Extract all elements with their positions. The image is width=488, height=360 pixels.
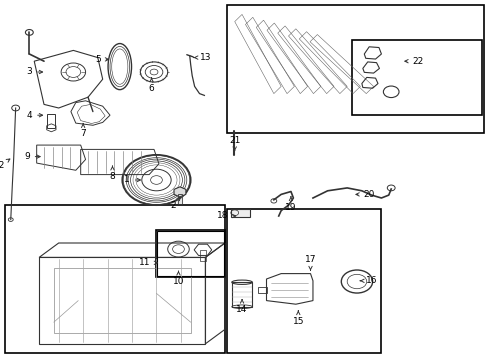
Bar [200, 250, 206, 261]
Text: 20: 20 [355, 190, 374, 199]
Text: 10: 10 [172, 271, 184, 286]
Text: 19: 19 [285, 197, 296, 211]
Bar [351, 40, 481, 115]
Bar [5, 205, 224, 353]
Text: 8: 8 [109, 166, 115, 181]
Bar [156, 230, 224, 277]
Bar [177, 194, 182, 204]
Text: 4: 4 [26, 111, 42, 120]
Bar [47, 114, 55, 128]
Text: 17: 17 [304, 256, 316, 270]
Text: 1: 1 [124, 175, 140, 184]
Text: 3: 3 [26, 68, 42, 77]
Bar [227, 5, 483, 133]
Text: 6: 6 [148, 78, 154, 93]
Bar [230, 209, 250, 217]
Text: 21: 21 [228, 136, 240, 150]
Text: 11: 11 [138, 258, 157, 267]
Bar [54, 268, 190, 333]
Polygon shape [174, 187, 185, 197]
Text: 13: 13 [194, 53, 211, 62]
Bar [227, 209, 381, 353]
Text: 9: 9 [24, 152, 40, 161]
Text: 16: 16 [360, 276, 377, 285]
Bar [157, 231, 224, 276]
Text: 7: 7 [80, 124, 86, 138]
Bar [257, 287, 267, 293]
Text: 5: 5 [95, 55, 108, 64]
Text: 15: 15 [292, 311, 304, 325]
Text: 22: 22 [404, 57, 423, 66]
Text: 2: 2 [170, 197, 180, 210]
Text: 18: 18 [216, 211, 235, 220]
Bar [231, 282, 252, 307]
Text: 14: 14 [236, 300, 247, 314]
Text: 12: 12 [0, 159, 10, 170]
